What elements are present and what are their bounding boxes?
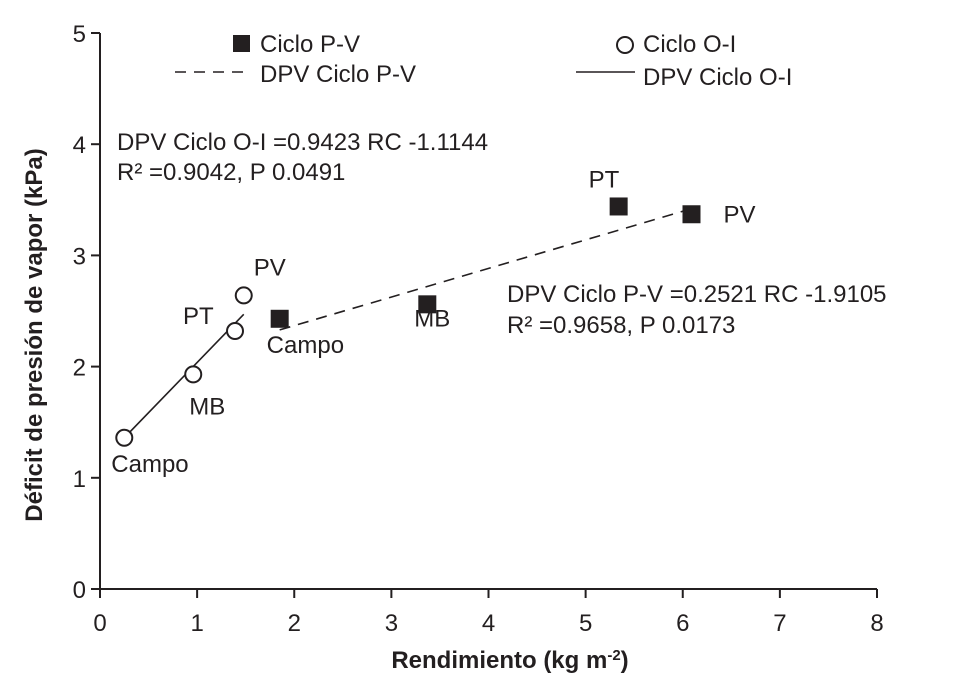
- fit-line-pv: [279, 207, 692, 331]
- oi-label-mb: MB: [189, 393, 225, 420]
- y-tick-label: 3: [73, 243, 86, 270]
- legend-open-circle-icon: [616, 36, 634, 54]
- x-tick-label: 1: [190, 610, 203, 637]
- pv-label-campo: Campo: [267, 332, 344, 359]
- fit-line-oi: [123, 313, 245, 439]
- x-tick-label: 7: [773, 610, 786, 637]
- legend-label-dpv-oi: DPV Ciclo O-I: [643, 64, 792, 91]
- x-tick-label: 6: [676, 610, 689, 637]
- pv-point-campo: [270, 309, 289, 328]
- equation-pv: DPV Ciclo P-V =0.2521 RC -1.9105 R² =0.9…: [507, 281, 887, 339]
- legend-label-pv: Ciclo P-V: [260, 31, 360, 58]
- pv-point-pt: [609, 197, 628, 216]
- x-tick-label: 4: [482, 610, 495, 637]
- y-axis-ticks: 0 1 2 3 4 5: [73, 21, 100, 604]
- oi-label-campo: Campo: [111, 451, 188, 478]
- oi-point-campo: [115, 428, 134, 447]
- x-tick-label: 3: [385, 610, 398, 637]
- equation-oi-stats: R² =0.9042, P 0.0491: [117, 159, 345, 186]
- oi-point-pv: [234, 286, 253, 305]
- pv-point-pv: [682, 205, 701, 224]
- point-labels: Campo MB PT PV Campo MB PT PV: [111, 166, 755, 477]
- pv-label-mb: MB: [414, 305, 450, 332]
- y-axis-title: Déficit de presión de vapor (kPa): [21, 148, 48, 521]
- equation-pv-text: DPV Ciclo P-V =0.2521 RC -1.9105: [507, 281, 887, 308]
- oi-point-pt: [226, 322, 245, 341]
- equation-oi: DPV Ciclo O-I =0.9423 RC -1.1144 R² =0.9…: [117, 129, 488, 186]
- y-tick-label: 4: [73, 132, 86, 159]
- y-tick-label: 5: [73, 21, 86, 48]
- legend-label-dpv-pv: DPV Ciclo P-V: [260, 61, 416, 88]
- oi-label-pv: PV: [254, 254, 286, 281]
- y-tick-label: 1: [73, 466, 86, 493]
- oi-point-mb: [184, 365, 203, 384]
- x-axis-title: Rendimiento (kg m-2): [391, 647, 628, 675]
- x-tick-label: 2: [288, 610, 301, 637]
- pv-point-mb: [418, 295, 437, 314]
- equation-oi-text: DPV Ciclo O-I =0.9423 RC -1.1144: [117, 129, 488, 156]
- legend: Ciclo P-V DPV Ciclo P-V Ciclo O-I DPV Ci…: [175, 31, 792, 91]
- x-tick-label: 8: [870, 610, 883, 637]
- x-tick-label: 5: [579, 610, 592, 637]
- x-axis-ticks: 0 1 2 3 4 5 6 7 8: [93, 589, 884, 637]
- oi-label-pt: PT: [183, 303, 214, 330]
- y-tick-label: 2: [73, 355, 86, 382]
- pv-label-pt: PT: [589, 166, 620, 193]
- legend-filled-square-icon: [233, 35, 250, 52]
- legend-label-oi: Ciclo O-I: [643, 31, 736, 58]
- data-markers: [115, 197, 701, 447]
- pv-label-pv: PV: [723, 201, 755, 228]
- regression-lines: [123, 207, 692, 439]
- x-tick-label: 0: [93, 610, 106, 637]
- y-tick-label: 0: [73, 577, 86, 604]
- equation-pv-stats: R² =0.9658, P 0.0173: [507, 312, 735, 339]
